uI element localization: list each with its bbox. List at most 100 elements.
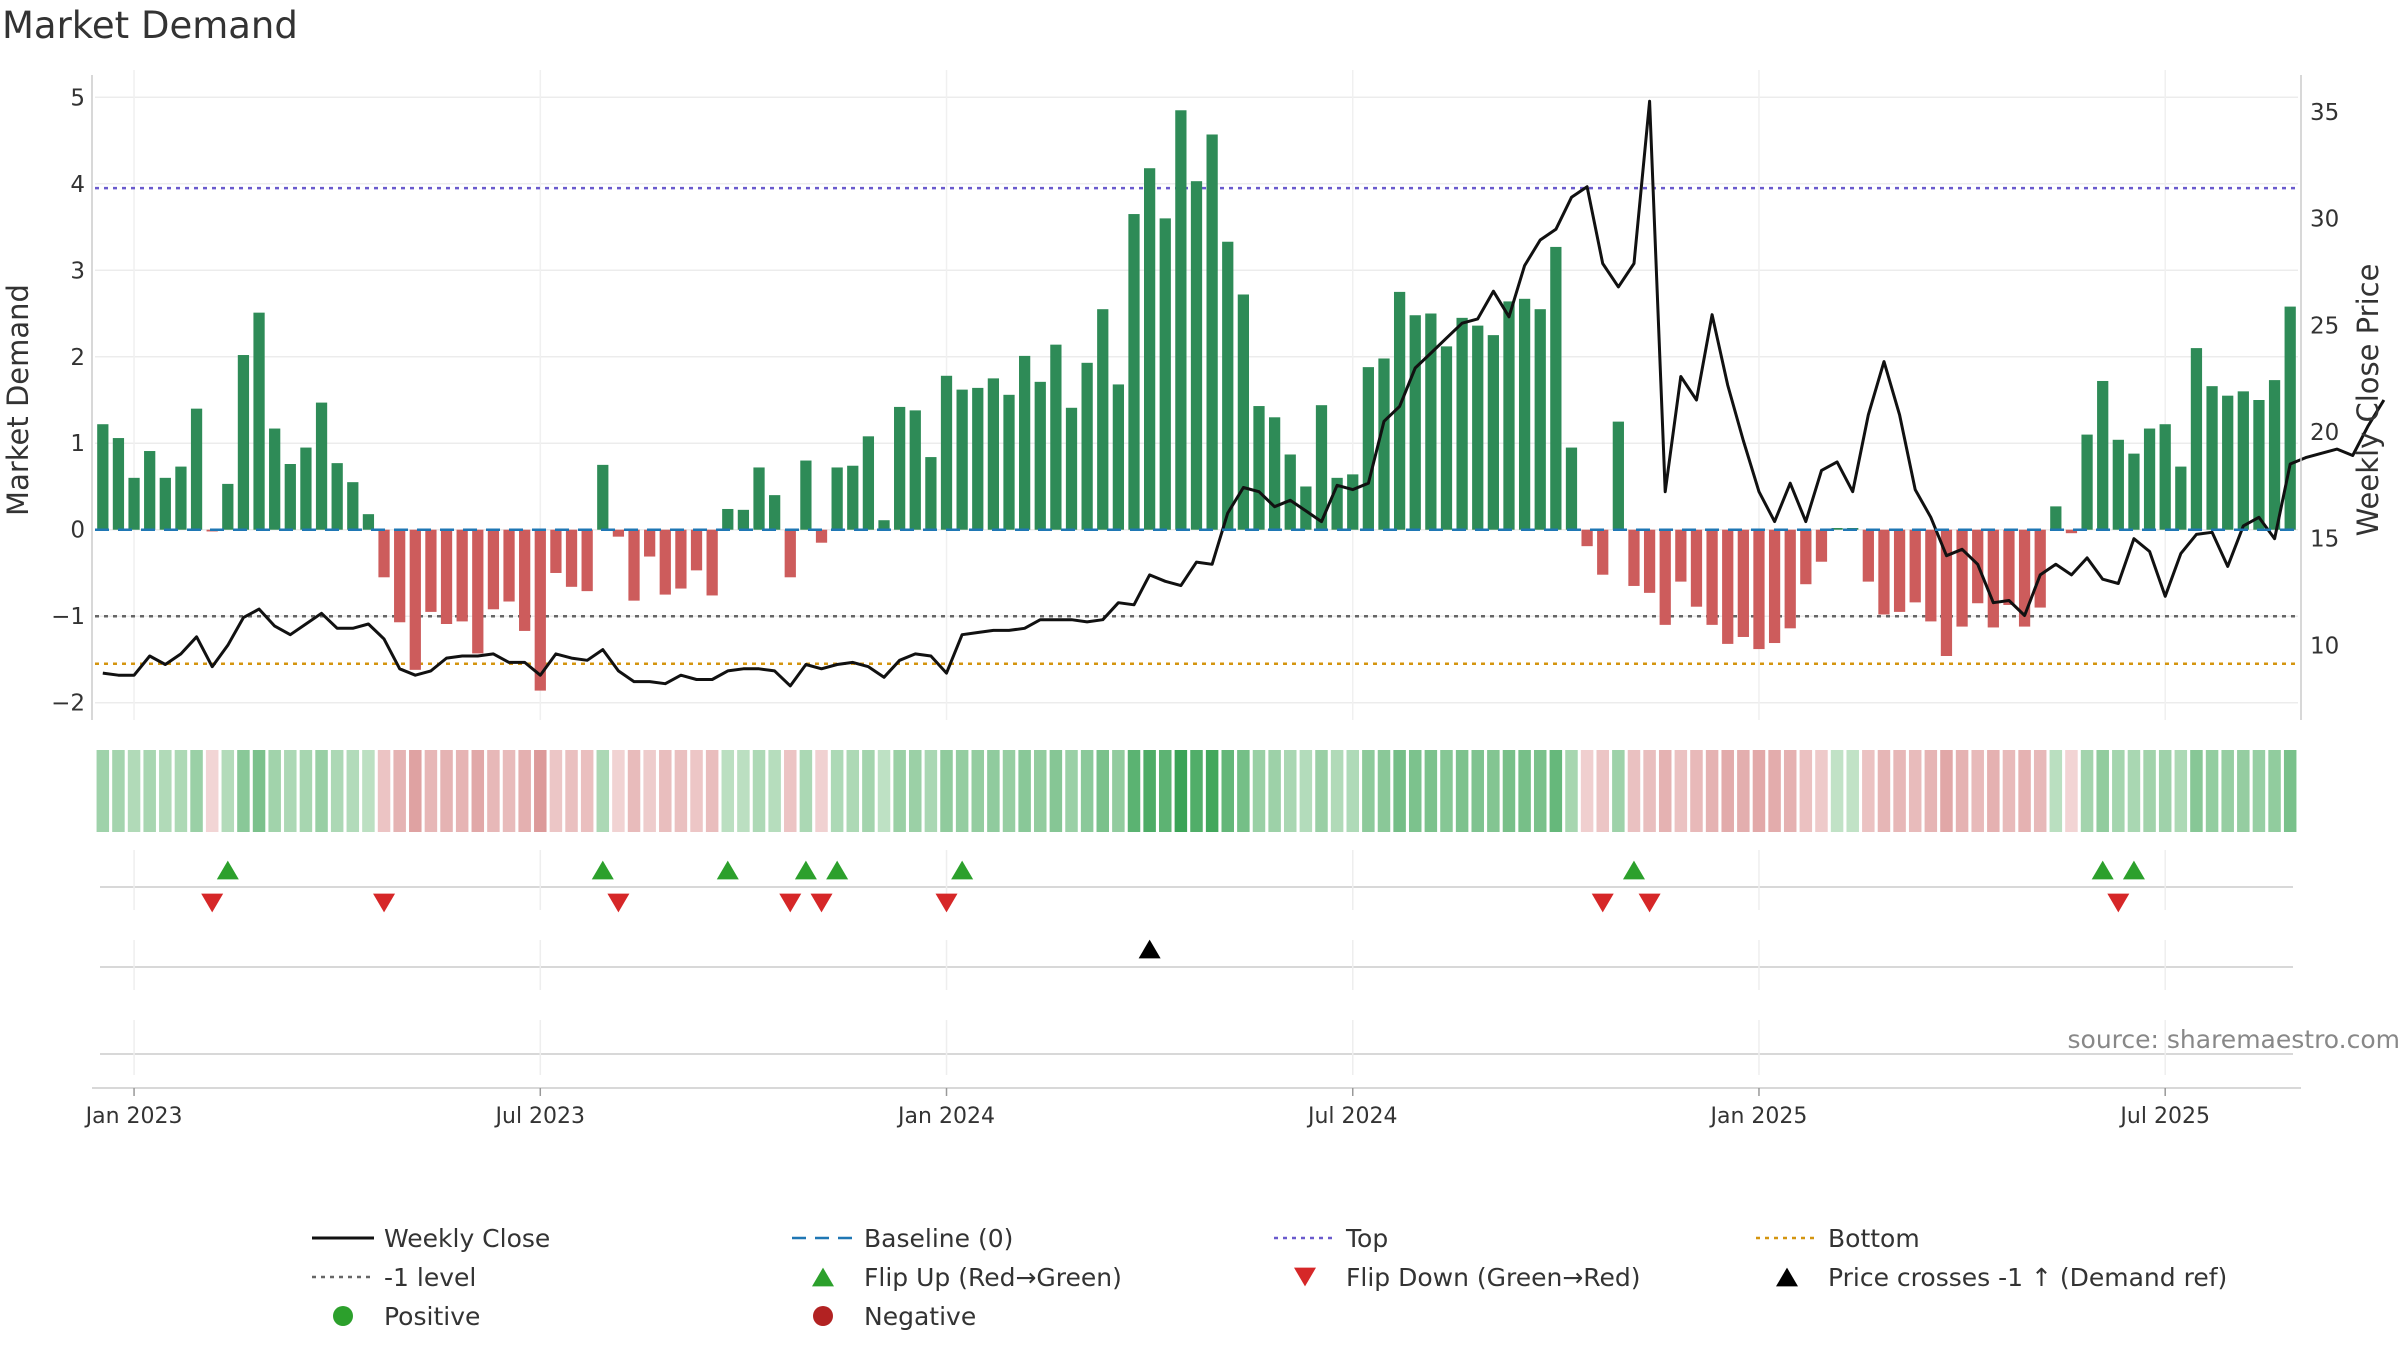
y-axis-label-right: Weekly Close Price — [2351, 264, 2385, 537]
heat-cell — [2205, 750, 2219, 832]
heat-cell — [1080, 750, 1094, 832]
heat-cell — [2049, 750, 2063, 832]
heat-cell — [455, 750, 469, 832]
heat-cell — [1018, 750, 1031, 832]
y-tick-left: 1 — [70, 431, 85, 457]
demand-bar — [1144, 168, 1156, 530]
demand-bar — [2097, 380, 2109, 530]
heat-cell — [1502, 750, 1516, 832]
heat-cell — [299, 750, 313, 832]
heat-cell — [1283, 750, 1297, 832]
heat-cell — [440, 750, 453, 832]
heat-cell — [690, 750, 703, 832]
heat-cell — [752, 750, 766, 832]
heat-cell — [1237, 750, 1250, 832]
demand-bar — [690, 529, 703, 571]
heat-cell — [1127, 750, 1141, 832]
heat-cell — [1658, 750, 1672, 832]
demand-bar — [659, 529, 671, 595]
demand-bar — [597, 464, 609, 530]
legend-entry: Flip Up (Red→Green) — [812, 1263, 1122, 1292]
demand-heat-strip — [96, 750, 2297, 832]
demand-bar — [894, 406, 906, 530]
demand-bar — [581, 529, 593, 592]
demand-bar — [1253, 406, 1265, 530]
heat-cell — [518, 750, 531, 832]
heat-cell — [1862, 750, 1875, 832]
heat-cell — [1565, 750, 1578, 832]
demand-bar — [1456, 317, 1468, 530]
demand-bar — [1284, 454, 1296, 530]
heat-cell — [1049, 750, 1063, 832]
demand-bar — [1909, 529, 1921, 603]
demand-bar — [519, 529, 531, 631]
demand-bar — [1222, 241, 1234, 530]
legend-label: Flip Down (Green→Red) — [1346, 1263, 1641, 1292]
demand-bar — [1550, 246, 1562, 530]
heat-cell — [1612, 750, 1625, 832]
demand-bar — [1675, 529, 1687, 582]
y-tick-right: 10 — [2310, 633, 2339, 659]
heat-cell — [659, 750, 672, 832]
demand-bar — [737, 509, 750, 530]
demand-bar — [1768, 529, 1781, 644]
legend-entry: Positive — [333, 1302, 480, 1331]
legend-entry: Negative — [813, 1302, 976, 1331]
legend-label: Weekly Close — [384, 1224, 550, 1253]
demand-bar — [1237, 294, 1249, 530]
demand-bar — [1987, 529, 1999, 628]
demand-bar — [769, 495, 781, 530]
heat-cell — [174, 750, 188, 832]
heat-cell — [2096, 750, 2109, 832]
demand-bar — [425, 529, 437, 612]
heat-cell — [409, 750, 422, 832]
demand-bar — [1378, 358, 1390, 530]
heat-cell — [1252, 750, 1266, 832]
heat-cell — [2065, 750, 2078, 832]
demand-bar — [394, 529, 406, 623]
heat-cell — [565, 750, 578, 832]
heat-cell — [252, 750, 266, 832]
demand-bar — [2222, 395, 2234, 530]
demand-bar — [1581, 529, 1593, 547]
heat-cell — [2002, 750, 2016, 832]
heat-cell — [1518, 750, 1531, 832]
demand-bar — [2268, 380, 2281, 530]
demand-bar — [1706, 529, 1718, 625]
heat-cell — [1971, 750, 1984, 832]
y-tick-right: 30 — [2310, 207, 2339, 233]
heat-cell — [1940, 750, 1953, 832]
heat-cell — [862, 750, 875, 832]
demand-bar — [2018, 529, 2031, 627]
heat-cell — [924, 750, 938, 832]
demand-bar — [2050, 506, 2062, 530]
demand-bar — [722, 508, 734, 530]
demand-bar — [862, 436, 875, 530]
heat-cell — [1690, 750, 1703, 832]
demand-bar — [1065, 407, 1078, 530]
y-tick-left: 0 — [70, 518, 85, 544]
heat-cell — [705, 750, 719, 832]
demand-bar — [565, 529, 578, 587]
flip-down-marker — [607, 893, 630, 913]
price-cross-marker — [1138, 939, 1161, 959]
demand-bar — [2175, 466, 2187, 530]
heat-cell — [1408, 750, 1422, 832]
demand-bar — [300, 447, 312, 530]
flip-down-marker — [1591, 893, 1614, 913]
heat-cell — [1190, 750, 1203, 832]
heat-cell — [2283, 750, 2297, 832]
flip-down-marker — [779, 893, 802, 913]
demand-bar — [1081, 362, 1093, 530]
heat-cell — [909, 750, 922, 832]
flip-up-marker — [216, 860, 239, 880]
y-tick-right: 20 — [2310, 420, 2339, 446]
flip-up-marker — [2091, 860, 2114, 880]
demand-bar — [1518, 298, 1531, 530]
demand-bar — [97, 424, 109, 530]
y-tick-left: −1 — [51, 604, 85, 630]
heat-cell — [2221, 750, 2234, 832]
heat-cell — [143, 750, 156, 832]
heat-cell — [1799, 750, 1813, 832]
